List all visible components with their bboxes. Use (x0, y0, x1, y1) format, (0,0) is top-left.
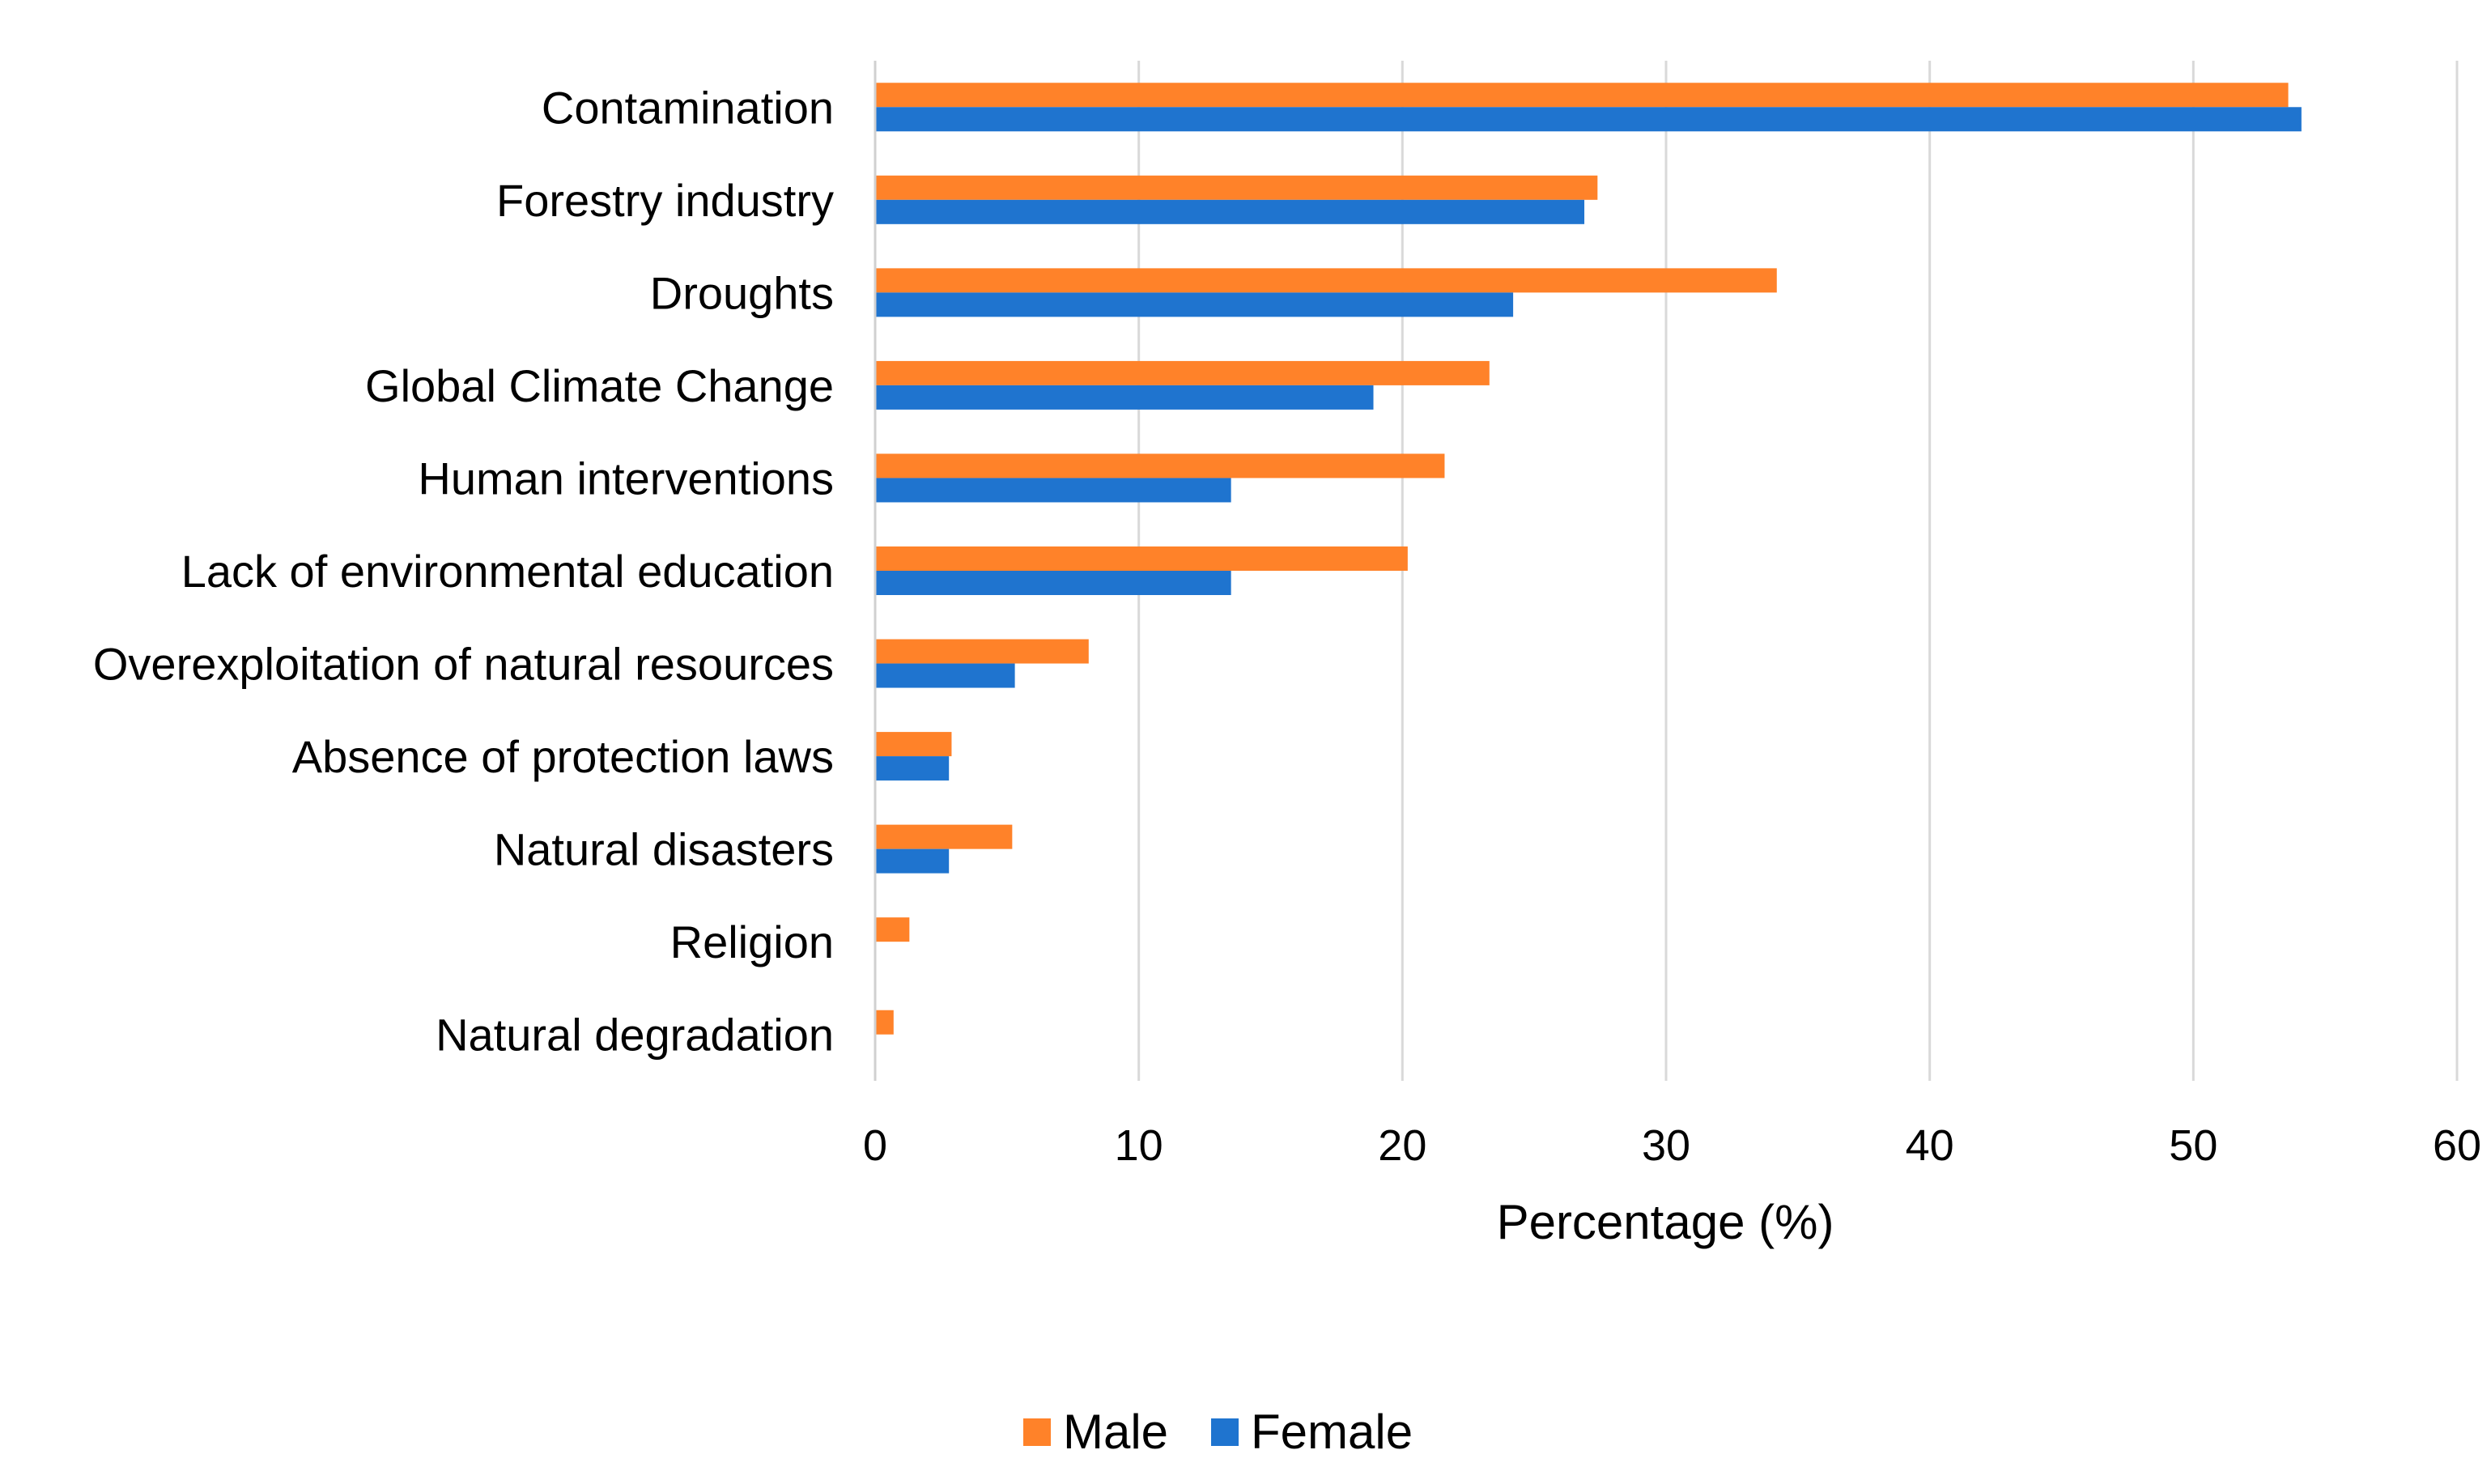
bar-male (875, 1010, 894, 1035)
bar-female (875, 292, 1514, 317)
bar-male (875, 824, 1013, 849)
category-label: Overexploitation of natural resources (93, 639, 834, 690)
legend-swatch-male (1023, 1418, 1051, 1446)
category-label: Global Climate Change (365, 360, 834, 411)
x-tick-label: 20 (1378, 1121, 1426, 1170)
category-label: Forestry industry (496, 175, 834, 226)
x-tick-label: 60 (2433, 1121, 2481, 1170)
bar-male (875, 453, 1445, 478)
bar-male (875, 175, 1598, 200)
legend-label-male: Male (1063, 1405, 1168, 1459)
legend: Male Female (1023, 1405, 1413, 1459)
category-label: Lack of environmental education (181, 546, 834, 597)
category-label: Natural disasters (494, 824, 834, 875)
bar-female (875, 848, 950, 874)
category-label: Religion (670, 916, 834, 967)
bar-male (875, 360, 1490, 385)
legend-label-female: Female (1251, 1405, 1413, 1459)
bar-male (875, 732, 952, 757)
bars (875, 83, 2302, 1035)
bar-female (875, 385, 1374, 410)
category-labels: Contamination Forestry industry Droughts Gl… (93, 82, 834, 1060)
bar-male (875, 917, 910, 942)
x-tick-label: 40 (1906, 1121, 1954, 1170)
bar-female (875, 571, 1231, 595)
category-label: Natural degradation (436, 1010, 834, 1061)
bar-male (875, 83, 2289, 108)
category-label: Human interventions (418, 453, 834, 504)
category-label: Contamination (542, 82, 834, 133)
gridlines (1137, 61, 2459, 1081)
bar-female (875, 199, 1585, 224)
bar-female (875, 663, 1015, 688)
bar-female (875, 107, 2302, 132)
bar-male (875, 268, 1777, 293)
bar-male (875, 546, 1408, 571)
x-axis-title: Percentage (%) (1497, 1195, 1834, 1249)
x-tick-label: 50 (2169, 1121, 2217, 1170)
category-label: Absence of protection laws (292, 731, 834, 782)
legend-swatch-female (1211, 1418, 1239, 1446)
bar-female (875, 478, 1231, 503)
x-tick-labels: 0 10 20 30 40 50 60 (863, 1121, 2481, 1170)
bar-male (875, 639, 1089, 664)
x-tick-label: 30 (1642, 1121, 1690, 1170)
bar-female (875, 756, 950, 781)
x-tick-label: 10 (1115, 1121, 1163, 1170)
category-label: Droughts (650, 267, 834, 318)
x-tick-label: 0 (863, 1121, 887, 1170)
